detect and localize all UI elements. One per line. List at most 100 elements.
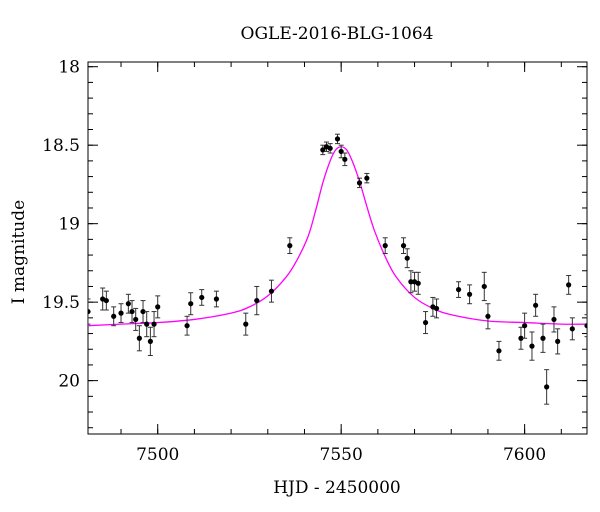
axis-ticks [88,62,587,434]
data-point [147,326,153,357]
data-marker [327,145,333,151]
data-marker [356,180,363,186]
data-marker [334,136,341,142]
y-tick-label: 18.5 [42,136,80,156]
data-point [455,281,462,298]
data-marker [569,326,575,332]
data-marker [551,316,557,323]
data-marker [529,343,535,349]
data-marker [144,321,150,327]
data-point [129,300,135,324]
data-marker [199,294,205,301]
data-marker [555,338,561,344]
data-marker [496,348,502,354]
y-tick-label: 19.5 [42,293,80,313]
data-point [485,303,491,330]
data-point [566,274,572,295]
data-point [268,279,275,303]
x-tick-label: 7550 [320,445,363,465]
data-marker [103,297,109,304]
data-marker [433,305,440,312]
data-marker [455,286,462,293]
data-point [243,312,249,336]
data-marker [518,335,524,341]
data-marker [382,243,388,249]
data-point [342,152,348,167]
data-point [323,141,330,152]
data-marker [481,283,487,290]
data-point [356,177,363,189]
data-point [334,133,341,145]
data-point [287,237,293,254]
data-marker [408,279,414,285]
data-point [466,284,473,305]
y-tick-label: 19 [58,215,80,235]
data-point [213,290,220,308]
data-point [584,314,587,338]
data-point [254,285,260,316]
data-marker [364,175,370,181]
data-marker [88,308,91,315]
data-marker [140,308,146,315]
data-marker [111,313,117,319]
data-point [103,290,109,311]
data-marker [522,323,528,329]
data-point [125,293,131,314]
data-marker [188,301,194,307]
data-marker [268,288,275,294]
data-marker [584,323,587,329]
data-marker [404,255,410,261]
data-point [188,292,194,316]
data-marker [147,338,153,344]
data-point [111,306,117,327]
y-tick-label: 18 [58,58,80,78]
x-axis-label: HJD - 2450000 [273,478,401,498]
model-curve-layer [88,146,587,327]
data-point [404,248,410,269]
data-marker [243,321,249,327]
data-marker [422,319,429,326]
data-point [382,237,388,254]
data-point [136,325,142,352]
data-point [327,143,333,154]
data-marker [342,156,348,162]
data-marker [566,282,572,288]
data-marker [540,335,546,341]
data-point [540,323,546,353]
data-point [518,326,524,350]
data-point [481,271,487,302]
y-tick-label: 20 [58,372,80,392]
data-marker [254,297,260,304]
data-point [544,369,550,405]
data-point [555,328,561,355]
data-marker [133,316,139,323]
model-curve [88,146,587,327]
data-marker [415,280,421,286]
data-point [140,300,146,324]
data-point [433,298,440,319]
data-point [533,293,539,317]
data-marker [118,310,124,316]
data-marker [533,302,539,308]
data-point [155,295,161,319]
data-point [151,311,157,338]
data-points-layer [88,133,587,405]
data-point [133,307,139,331]
data-point [551,306,557,333]
axis-tick-labels: 7500 7550 7600 18 18.5 19 19.5 20 [42,58,546,465]
data-marker [485,313,491,319]
data-marker [544,384,550,390]
data-marker [400,243,407,249]
data-point [364,172,370,184]
data-point [415,271,421,295]
data-point [522,312,528,339]
y-axis-label: I magnitude [9,200,29,304]
data-point [569,317,575,341]
data-marker [213,296,220,302]
x-tick-label: 7600 [503,445,546,465]
data-point [199,289,205,306]
data-point [400,237,407,254]
data-point [144,311,150,338]
x-tick-label: 7500 [136,445,179,465]
